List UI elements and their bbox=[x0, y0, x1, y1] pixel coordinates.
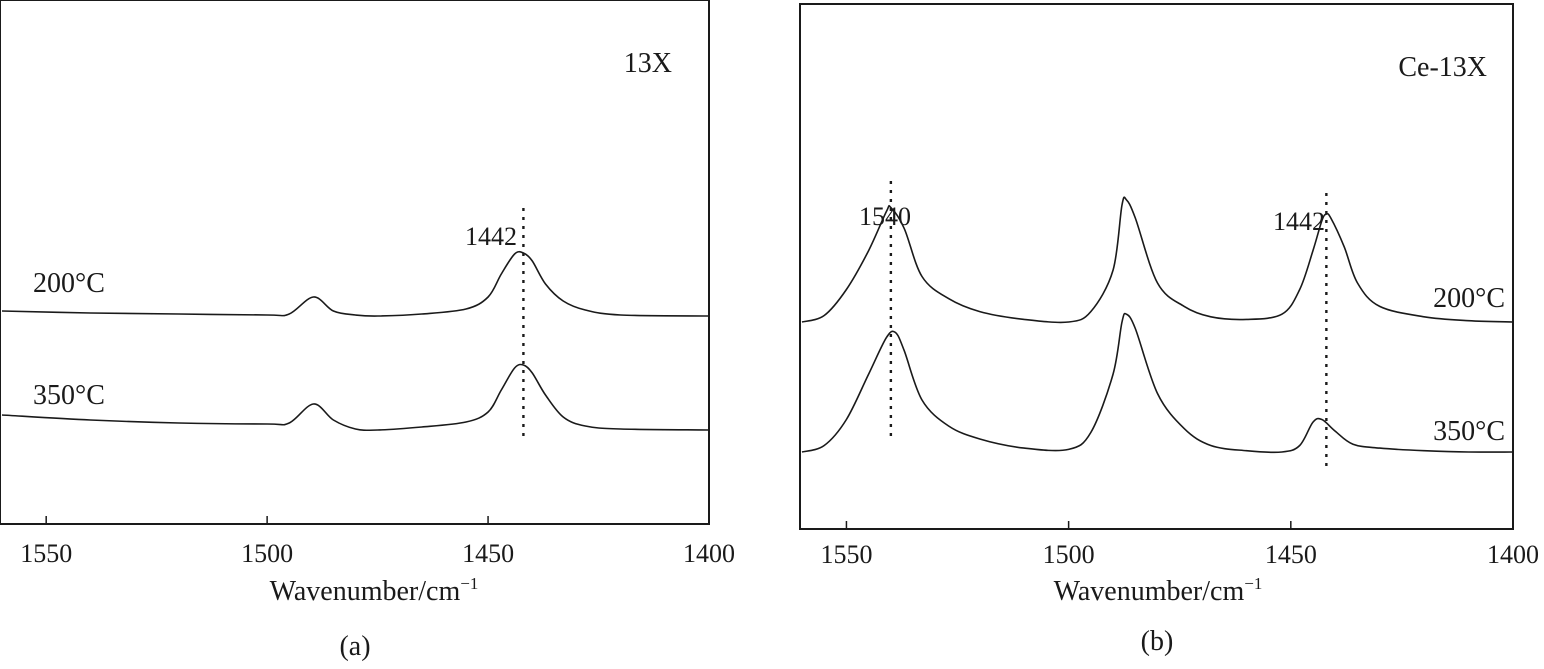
sample-label-a: 13X bbox=[624, 48, 672, 79]
peak-label-a-1442: 1442 bbox=[465, 222, 517, 251]
x-axis-title-b: Wavenumber/cm−1 bbox=[1054, 574, 1263, 607]
series-line-a-200 bbox=[1, 250, 710, 317]
x-ticks-a: 1550 1500 1450 1400 bbox=[20, 516, 735, 568]
panel-label-a: (a) bbox=[339, 631, 370, 662]
panel-b: Ce-13X 1550 1500 1450 1400 1540 1442 200°C 3… bbox=[799, 3, 1539, 657]
series-label-a-200: 200°C bbox=[33, 268, 105, 299]
series-line-a-350 bbox=[1, 363, 710, 432]
series-lines-b bbox=[801, 196, 1514, 454]
x-tick-label-a-1400: 1400 bbox=[683, 539, 735, 568]
plot-frame-b bbox=[799, 3, 1514, 530]
sample-label-b: Ce-13X bbox=[1398, 52, 1487, 83]
peak-label-b-1442: 1442 bbox=[1273, 207, 1325, 236]
peak-markers-a: 1442 bbox=[465, 208, 525, 438]
x-tick-label-a-1500: 1500 bbox=[241, 539, 293, 568]
x-tick-label-b-1400: 1400 bbox=[1487, 540, 1539, 569]
peak-markers-b: 1540 1442 bbox=[859, 181, 1328, 470]
x-tick-label-b-1450: 1450 bbox=[1265, 540, 1317, 569]
x-ticks-b: 1550 1500 1450 1400 bbox=[820, 521, 1539, 569]
series-label-b-200: 200°C bbox=[1433, 283, 1505, 314]
panel-label-b: (b) bbox=[1141, 626, 1174, 657]
x-tick-label-a-1550: 1550 bbox=[20, 539, 72, 568]
plot-frame-a bbox=[0, 0, 710, 525]
panel-a: 13X 1550 1500 1450 1400 1442 200°C 350°C Wa… bbox=[0, 0, 735, 662]
series-line-b-200 bbox=[801, 196, 1514, 324]
x-tick-label-b-1550: 1550 bbox=[820, 540, 872, 569]
x-tick-label-a-1450: 1450 bbox=[462, 539, 514, 568]
x-tick-label-b-1500: 1500 bbox=[1043, 540, 1095, 569]
x-axis-title-a: Wavenumber/cm−1 bbox=[270, 574, 479, 607]
series-label-b-350: 350°C bbox=[1433, 416, 1505, 447]
series-label-a-350: 350°C bbox=[33, 380, 105, 411]
series-line-b-350 bbox=[801, 312, 1514, 454]
series-lines-a bbox=[1, 250, 710, 432]
